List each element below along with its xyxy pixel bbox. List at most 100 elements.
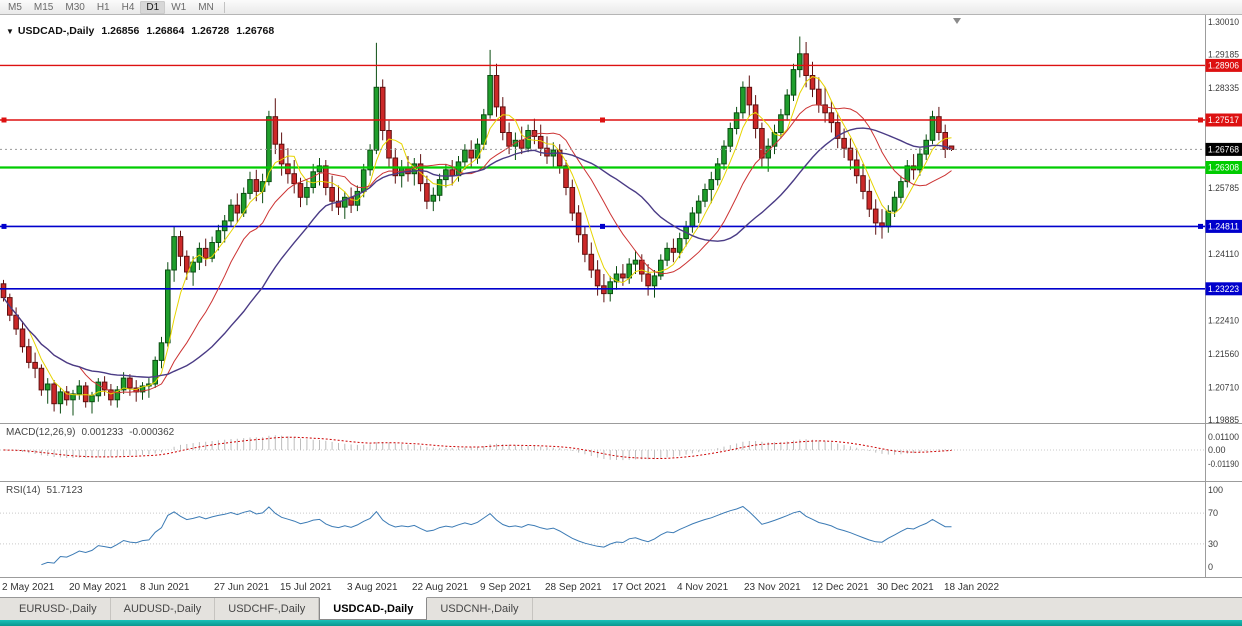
candle-body (291, 173, 297, 185)
hline-price-label: 1.26308 (1208, 163, 1239, 173)
candle-body (651, 275, 658, 287)
candle-body (430, 194, 437, 202)
timeframe-button-m30[interactable]: M30 (65, 1, 85, 13)
macd-axis-label: 0.00 (1208, 445, 1226, 455)
candle-body (253, 179, 260, 192)
candle-body (82, 385, 89, 403)
timeframe-button-d1[interactable]: D1 (140, 0, 166, 14)
date-axis-label: 20 May 2021 (69, 582, 127, 593)
chart-end-marker-icon[interactable] (953, 18, 961, 24)
candle-body (304, 187, 310, 198)
timeframe-button-m5[interactable]: M5 (8, 1, 22, 13)
candle-body (537, 135, 544, 149)
candle-body (76, 385, 83, 395)
candle-body (70, 393, 76, 401)
candle-body (556, 149, 563, 167)
hline-price-label: 1.27517 (1208, 115, 1239, 125)
candle-body (778, 114, 784, 134)
line-handle[interactable] (1, 117, 7, 123)
candle-body (108, 389, 114, 401)
candle-body (582, 234, 588, 255)
price-label-box (1205, 161, 1242, 174)
candle-body (872, 208, 879, 224)
candle-body (632, 259, 639, 265)
date-axis-label: 15 Jul 2021 (280, 582, 332, 593)
timeframe-button-mn[interactable]: MN (198, 1, 214, 13)
candle-body (860, 175, 866, 192)
candle-body (803, 53, 809, 76)
date-axis-label: 3 Aug 2021 (347, 582, 398, 593)
candle-body (247, 179, 253, 194)
candle-body (740, 86, 746, 114)
candle-body (424, 183, 430, 202)
rsi-axis-label: 70 (1208, 508, 1218, 518)
price-axis-tick: 1.30010 (1208, 17, 1239, 27)
hline-price-label: 1.23223 (1208, 284, 1239, 294)
ma-slow-line (2, 127, 952, 379)
candle-body (936, 116, 942, 133)
timeframe-button-m15[interactable]: M15 (33, 1, 54, 13)
candle-body (847, 147, 854, 161)
candle-body (841, 137, 847, 149)
current-price-label: 1.26768 (1208, 144, 1239, 154)
candle-body (689, 212, 696, 228)
candle-body (32, 361, 38, 369)
candle-body (904, 165, 911, 183)
line-handle[interactable] (1, 223, 7, 229)
candle-body (765, 145, 772, 159)
candle-body (202, 247, 209, 259)
horizontal-line-1.27517[interactable] (0, 117, 1205, 123)
price-axis-tick: 1.29185 (1208, 49, 1239, 59)
rsi-line (41, 505, 952, 566)
candle-body (645, 273, 651, 287)
hline-price-label: 1.28906 (1208, 60, 1239, 70)
candle-body (272, 116, 279, 145)
candle-body (101, 381, 108, 391)
price-axis-tick: 1.21560 (1208, 349, 1239, 359)
tab-audusd-daily[interactable]: AUDUSD-,Daily (111, 598, 216, 620)
candle-body (714, 163, 721, 181)
candle-body (95, 381, 102, 397)
candle-body (563, 165, 569, 188)
price-label-box (1205, 219, 1242, 233)
line-handle[interactable] (1198, 223, 1203, 229)
candle-body (26, 346, 32, 363)
candle-body (209, 242, 215, 259)
chart-tabs-bar: EURUSD-,Daily AUDUSD-,Daily USDCHF-,Daily U… (0, 597, 1242, 620)
candle-body (165, 269, 171, 344)
line-handle[interactable] (600, 117, 605, 123)
candle-body (885, 210, 892, 228)
tab-usdcad-daily[interactable]: USDCAD-,Daily (319, 597, 428, 620)
symbol-dropdown-icon: ▼ (6, 27, 14, 36)
timeframe-button-w1[interactable]: W1 (171, 1, 187, 13)
candle-body (929, 116, 936, 141)
candle-body (493, 75, 500, 108)
chart-background (0, 15, 1242, 597)
candle-body (917, 153, 923, 171)
candle-body (63, 391, 70, 401)
line-handle[interactable] (600, 223, 605, 229)
candle-body (323, 165, 329, 188)
price-label-box (1205, 113, 1242, 127)
horizontal-line-1.24811[interactable] (0, 223, 1205, 229)
candle-body (639, 259, 645, 275)
rsi-label: RSI(14) 51.7123 (6, 485, 83, 496)
candle-body (506, 132, 512, 147)
chart-canvas[interactable]: 1.30010 1.29185 1.28335 1.25785 1.24110 1.224… (0, 15, 1242, 597)
candle-body (360, 169, 367, 192)
price-axis-tick: 1.19885 (1208, 415, 1239, 425)
timeframe-button-h1[interactable]: H1 (96, 1, 110, 13)
candle-body (114, 389, 121, 401)
timeframe-button-h4[interactable]: H4 (121, 1, 135, 13)
candle-body (752, 104, 759, 130)
hline-price-label: 1.24811 (1208, 221, 1239, 231)
tab-usdchf-daily[interactable]: USDCHF-,Daily (215, 598, 320, 620)
tab-eurusd-daily[interactable]: EURUSD-,Daily (6, 598, 111, 620)
candle-body (386, 130, 392, 159)
line-handle[interactable] (1198, 117, 1203, 123)
candle-body (670, 247, 677, 253)
date-axis-label: 23 Nov 2021 (744, 582, 801, 593)
macd-label: MACD(12,26,9) 0.001233 -0.000362 (6, 427, 175, 438)
tab-usdcnh-daily[interactable]: USDCNH-,Daily (427, 598, 533, 620)
date-axis-label: 2 May 2021 (2, 582, 55, 593)
